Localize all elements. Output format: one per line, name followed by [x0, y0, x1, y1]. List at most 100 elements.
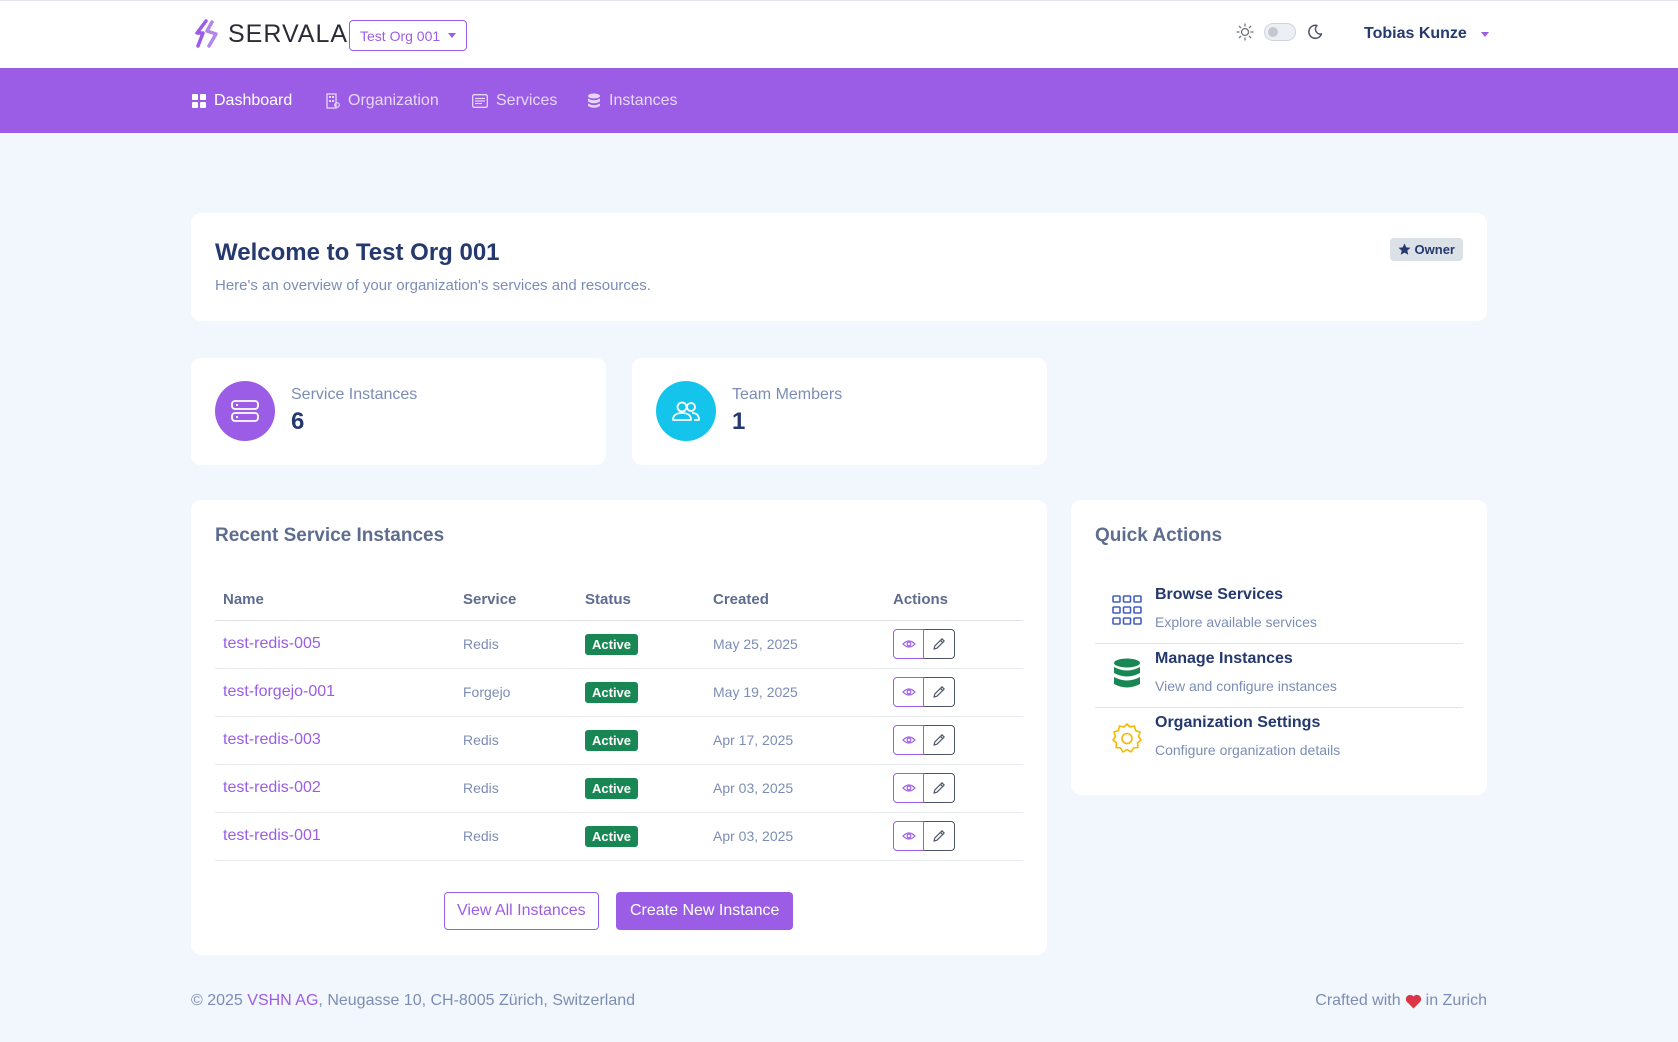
grid-icon [192, 93, 206, 108]
edit-button[interactable] [924, 725, 955, 755]
instance-link[interactable]: test-redis-005 [223, 635, 321, 652]
instance-name-cell: test-forgejo-001 [215, 668, 455, 717]
status-badge: Active [585, 633, 639, 655]
view-button[interactable] [893, 725, 924, 755]
main-nav: Dashboard Organization Services Instance… [0, 68, 1678, 133]
action-buttons [893, 725, 955, 755]
quick-action-manage-instances[interactable]: Manage Instances View and configure inst… [1095, 644, 1463, 708]
service-cell: Redis [455, 620, 577, 669]
table-row: test-redis-005 Redis Active May 25, 2025 [215, 620, 1023, 669]
eye-icon [901, 640, 916, 648]
quick-action-title: Organization Settings [1155, 714, 1321, 731]
view-all-instances-button[interactable]: View All Instances [444, 892, 599, 930]
service-cell: Redis [455, 764, 577, 813]
action-buttons [893, 773, 955, 803]
caret-down-icon [1480, 31, 1489, 37]
stat-value: 6 [291, 408, 305, 435]
quick-action-desc: View and configure instances [1155, 678, 1337, 694]
server-icon [215, 381, 275, 441]
actions-cell [885, 764, 1023, 813]
status-cell: Active [577, 716, 705, 765]
view-button[interactable] [893, 677, 924, 707]
edit-button[interactable] [924, 677, 955, 707]
status-badge: Active [585, 681, 639, 703]
org-selector-label: Test Org 001 [360, 27, 441, 44]
database-icon [1111, 658, 1143, 690]
actions-cell [885, 812, 1023, 861]
quick-actions-card: Quick Actions Browse Services Explore av… [1071, 500, 1487, 795]
crafted-prefix: Crafted with [1315, 992, 1401, 1009]
table-row: test-redis-002 Redis Active Apr 03, 2025 [215, 764, 1023, 813]
view-button[interactable] [893, 773, 924, 803]
create-new-instance-button[interactable]: Create New Instance [616, 892, 794, 930]
page-subtitle: Here's an overview of your organization'… [215, 277, 651, 294]
action-buttons [893, 821, 955, 851]
nav-item-organization[interactable]: Organization [326, 68, 439, 133]
service-cell: Forgejo [455, 668, 577, 717]
eye-icon [901, 688, 916, 696]
instance-link[interactable]: test-redis-001 [223, 827, 321, 844]
edit-button[interactable] [924, 773, 955, 803]
org-selector[interactable]: Test Org 001 [349, 20, 468, 51]
column-header: Service [455, 580, 577, 621]
view-button[interactable] [893, 629, 924, 659]
action-buttons [893, 677, 955, 707]
footer-credit: Crafted with in Zurich [1315, 992, 1487, 1010]
nav-label: Dashboard [214, 91, 293, 109]
nav-label: Services [496, 91, 558, 109]
edit-button[interactable] [924, 821, 955, 851]
nav-item-dashboard[interactable]: Dashboard [192, 68, 292, 133]
stat-value: 1 [732, 408, 746, 435]
edit-button[interactable] [924, 629, 955, 659]
actions-cell [885, 668, 1023, 717]
company-address: , Neugasse 10, CH-8005 Zürich, Switzerla… [318, 992, 636, 1009]
list-card-icon [472, 93, 488, 108]
quick-action-title: Manage Instances [1155, 650, 1293, 667]
table-row: test-redis-003 Redis Active Apr 17, 2025 [215, 716, 1023, 765]
brand-logo[interactable]: SERVALA [192, 19, 348, 49]
table-row: test-redis-001 Redis Active Apr 03, 2025 [215, 812, 1023, 861]
nav-label: Organization [348, 91, 439, 109]
user-name: Tobias Kunze [1364, 25, 1467, 42]
stat-card-team-members: Team Members 1 [632, 358, 1047, 465]
sun-icon [1236, 23, 1254, 41]
dark-mode-toggle[interactable] [1264, 23, 1296, 41]
created-cell: Apr 17, 2025 [705, 716, 885, 765]
pencil-icon [933, 638, 945, 650]
people-icon [656, 381, 716, 441]
instance-name-cell: test-redis-003 [215, 716, 455, 765]
view-button[interactable] [893, 821, 924, 851]
page-title: Welcome to Test Org 001 [215, 239, 500, 266]
created-cell: Apr 03, 2025 [705, 764, 885, 813]
star-icon [1398, 243, 1411, 255]
status-badge: Active [585, 777, 639, 799]
company-link[interactable]: VSHN AG [247, 992, 319, 1009]
quick-action-organization-settings[interactable]: Organization Settings Configure organiza… [1095, 708, 1463, 772]
instance-link[interactable]: test-redis-002 [223, 779, 321, 796]
column-header: Status [577, 580, 705, 621]
role-badge: Owner [1389, 238, 1463, 261]
gear-icon [1111, 722, 1143, 754]
quick-action-desc: Explore available services [1155, 614, 1317, 630]
building-icon [326, 92, 340, 109]
instances-table: Name Service Status Created Actions test… [215, 580, 1023, 861]
crafted-suffix: in Zurich [1425, 992, 1487, 1009]
table-header-row: Name Service Status Created Actions [215, 580, 1023, 621]
status-cell: Active [577, 764, 705, 813]
instance-link[interactable]: test-redis-003 [223, 731, 321, 748]
status-badge: Active [585, 729, 639, 751]
section-title: Recent Service Instances [215, 525, 445, 546]
eye-icon [901, 832, 916, 840]
pencil-icon [933, 686, 945, 698]
stat-label: Service Instances [291, 386, 418, 403]
user-menu[interactable]: Tobias Kunze [1364, 25, 1489, 43]
nav-item-instances[interactable]: Instances [587, 68, 677, 133]
nav-label: Instances [609, 91, 678, 109]
instance-name-cell: test-redis-001 [215, 812, 455, 861]
nav-item-services[interactable]: Services [472, 68, 557, 133]
instance-link[interactable]: test-forgejo-001 [223, 683, 336, 700]
caret-down-icon [448, 33, 457, 38]
quick-action-browse-services[interactable]: Browse Services Explore available servic… [1095, 580, 1463, 644]
column-header: Name [215, 580, 455, 621]
pencil-icon [933, 830, 945, 842]
